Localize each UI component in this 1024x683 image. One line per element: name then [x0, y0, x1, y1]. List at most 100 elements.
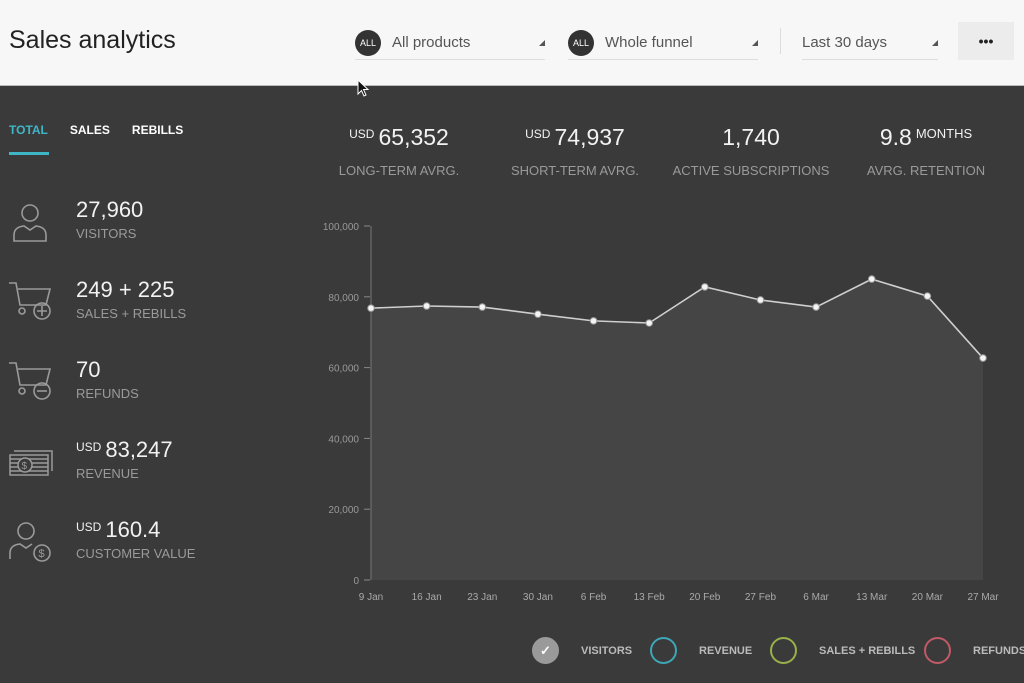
x-tick-label: 9 Jan	[359, 592, 383, 603]
funnel-filter-dropdown[interactable]: ALL Whole funnel	[568, 26, 758, 60]
user-icon	[13, 204, 47, 242]
data-point	[979, 354, 987, 362]
x-tick-label: 13 Mar	[856, 592, 888, 603]
x-tick-label: 20 Mar	[912, 592, 944, 603]
y-tick-label: 20,000	[328, 505, 359, 516]
data-point	[367, 304, 375, 312]
kpi-avrg-retention: 9.8 MONTHS AVRG. RETENTION	[836, 124, 1016, 178]
x-tick-label: 13 Feb	[634, 592, 666, 603]
stat-refunds: 70 REFUNDS	[0, 357, 300, 417]
visitors-line	[370, 278, 984, 359]
kpi-value: 1,740	[722, 124, 780, 150]
legend-visitors[interactable]: ✓ VISITORS	[532, 637, 632, 664]
x-tick-label: 23 Jan	[467, 592, 497, 603]
kpi-value: 9.8	[879, 124, 912, 150]
data-point	[478, 303, 487, 311]
legend-label: REVENUE	[699, 644, 753, 657]
svg-text:$: $	[22, 461, 28, 472]
x-tick-label: 27 Mar	[967, 592, 999, 603]
x-tick-label: 20 Feb	[689, 592, 721, 603]
divider	[780, 28, 781, 54]
stat-revenue: $ USD 83,247 REVENUE	[0, 437, 300, 497]
x-tick-label: 30 Jan	[523, 592, 553, 603]
caret-icon	[539, 40, 545, 46]
tab-rebills[interactable]: REBILLS	[131, 123, 184, 137]
product-filter-label: All products	[392, 34, 471, 51]
money-stack-icon: $	[9, 450, 53, 476]
data-point	[701, 283, 709, 291]
data-point	[756, 296, 765, 304]
tab-sales[interactable]: SALES	[69, 123, 110, 137]
stat-label: REVENUE	[76, 466, 139, 481]
data-point	[589, 317, 598, 325]
area-fill	[371, 279, 983, 580]
all-badge: ALL	[568, 29, 594, 56]
legend-refunds[interactable]: REFUNDS	[924, 637, 1024, 664]
funnel-filter-label: Whole funnel	[605, 34, 693, 51]
toggle-ring-icon	[770, 637, 797, 664]
stat-label: VISITORS	[76, 226, 137, 241]
all-badge: ALL	[355, 29, 381, 56]
stat-label: REFUNDS	[76, 386, 139, 401]
kpi-active-subscriptions: 1,740 ACTIVE SUBSCRIPTIONS	[661, 124, 841, 178]
toggle-ring-icon	[924, 637, 951, 664]
user-dollar-icon: $	[9, 522, 51, 562]
tab-total[interactable]: TOTAL	[9, 123, 49, 155]
date-range-label: Last 30 days	[802, 34, 888, 51]
unit-label: MONTHS	[915, 126, 973, 141]
y-tick-label: 100,000	[323, 222, 360, 233]
stat-value: 70	[76, 357, 101, 382]
y-tick-label: 80,000	[328, 293, 359, 304]
svg-text:$: $	[39, 548, 45, 560]
legend-revenue[interactable]: REVENUE	[650, 637, 752, 664]
x-tick-label: 27 Feb	[745, 592, 777, 603]
data-point	[867, 275, 876, 283]
date-range-dropdown[interactable]: Last 30 days	[802, 26, 938, 60]
kpi-value: 65,352	[378, 124, 449, 150]
currency-label: USD	[525, 127, 551, 141]
x-tick-label: 6 Mar	[803, 592, 829, 603]
y-tick-label: 40,000	[328, 434, 359, 445]
kpi-label: LONG-TERM AVRG.	[338, 163, 460, 178]
x-tick-label: 16 Jan	[412, 592, 442, 603]
product-filter-dropdown[interactable]: ALL All products	[355, 26, 545, 60]
stat-sales-rebills: 249 + 225 SALES + REBILLS	[0, 277, 300, 337]
caret-icon	[932, 40, 938, 46]
currency-label: USD	[349, 127, 375, 141]
data-point	[645, 319, 653, 327]
cart-minus-icon	[9, 362, 52, 400]
currency-label: USD	[76, 520, 102, 534]
kpi-long-term-avrg: USD 65,352 LONG-TERM AVRG.	[309, 124, 489, 178]
caret-icon	[752, 40, 758, 46]
kpi-value: 74,937	[554, 124, 625, 150]
check-icon: ✓	[532, 637, 559, 664]
stat-label: CUSTOMER VALUE	[76, 546, 196, 561]
page-title: Sales analytics	[9, 26, 176, 54]
data-point	[534, 310, 542, 318]
stat-value: USD 160.4	[76, 517, 160, 543]
legend-label: VISITORS	[581, 644, 633, 657]
stat-visitors: 27,960 VISITORS	[0, 197, 300, 257]
legend-label: SALES + REBILLS	[819, 644, 916, 657]
y-tick-label: 60,000	[328, 364, 359, 375]
header: Sales analytics ALL All products ALL Who…	[0, 0, 1024, 86]
stat-number: 160.4	[105, 517, 161, 542]
cart-plus-icon	[9, 282, 52, 320]
kpi-short-term-avrg: USD 74,937 SHORT-TERM AVRG.	[485, 124, 665, 178]
data-point	[422, 302, 431, 310]
stat-value: 27,960	[76, 197, 144, 222]
data-point	[923, 292, 932, 300]
stat-customer-value: $ USD 160.4 CUSTOMER VALUE	[0, 517, 300, 577]
legend-sales-rebills[interactable]: SALES + REBILLS	[770, 637, 915, 664]
stat-value: 249 + 225	[76, 277, 175, 302]
stat-value: USD 83,247	[76, 437, 173, 463]
tab-bar: TOTAL SALES REBILLS	[9, 123, 184, 155]
data-point	[812, 303, 820, 311]
visitors-chart: 0 20,000 40,000 60,000 80,000 100,000 9 Jan 16 …	[323, 222, 999, 603]
stat-number: 83,247	[105, 437, 173, 462]
kpi-label: SHORT-TERM AVRG.	[510, 163, 640, 178]
more-options-button[interactable]: •••	[958, 22, 1014, 60]
y-tick-label: 0	[353, 576, 359, 587]
currency-label: USD	[76, 440, 102, 454]
x-tick-label: 6 Feb	[581, 592, 607, 603]
